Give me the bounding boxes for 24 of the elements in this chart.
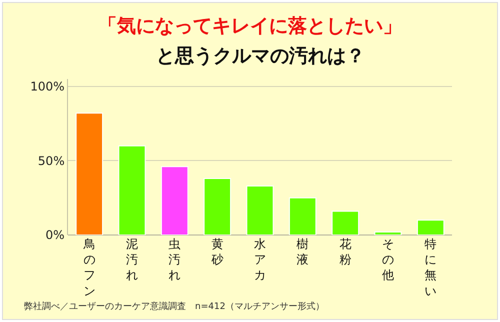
- y-tick-label: 50%: [38, 154, 65, 168]
- bar: [246, 185, 274, 235]
- x-tick-label: 虫汚れ: [168, 237, 181, 282]
- x-tick-label: その他: [382, 237, 394, 282]
- bar: [76, 112, 104, 235]
- bar: [118, 145, 146, 235]
- x-tick-label: 水アカ: [254, 237, 266, 282]
- x-tick-label: 樹液: [296, 237, 309, 267]
- bar: [160, 166, 188, 235]
- y-tick-label: 100%: [30, 80, 65, 94]
- chart-title: 「気になってキレイに落としたい」: [98, 14, 402, 37]
- bar: [416, 220, 444, 235]
- x-tick-label: 泥汚れ: [126, 237, 138, 282]
- chart-subtitle: と思うクルマの汚れは？: [156, 45, 365, 67]
- x-tick-label: 花粉: [339, 237, 352, 267]
- y-tick-label: 0%: [46, 228, 65, 242]
- x-tick-label: 特に無い: [424, 237, 437, 298]
- bar: [332, 210, 360, 235]
- x-tick-label: 鳥のフン: [82, 237, 96, 298]
- bar: [288, 197, 316, 235]
- bar: [204, 178, 232, 235]
- bar: [374, 232, 402, 235]
- x-tick-label: 黄砂: [210, 237, 224, 267]
- text: 弊社調べ／ユーザーのカーケア意識調査 n=412（マルチアンサー形式）: [24, 301, 324, 312]
